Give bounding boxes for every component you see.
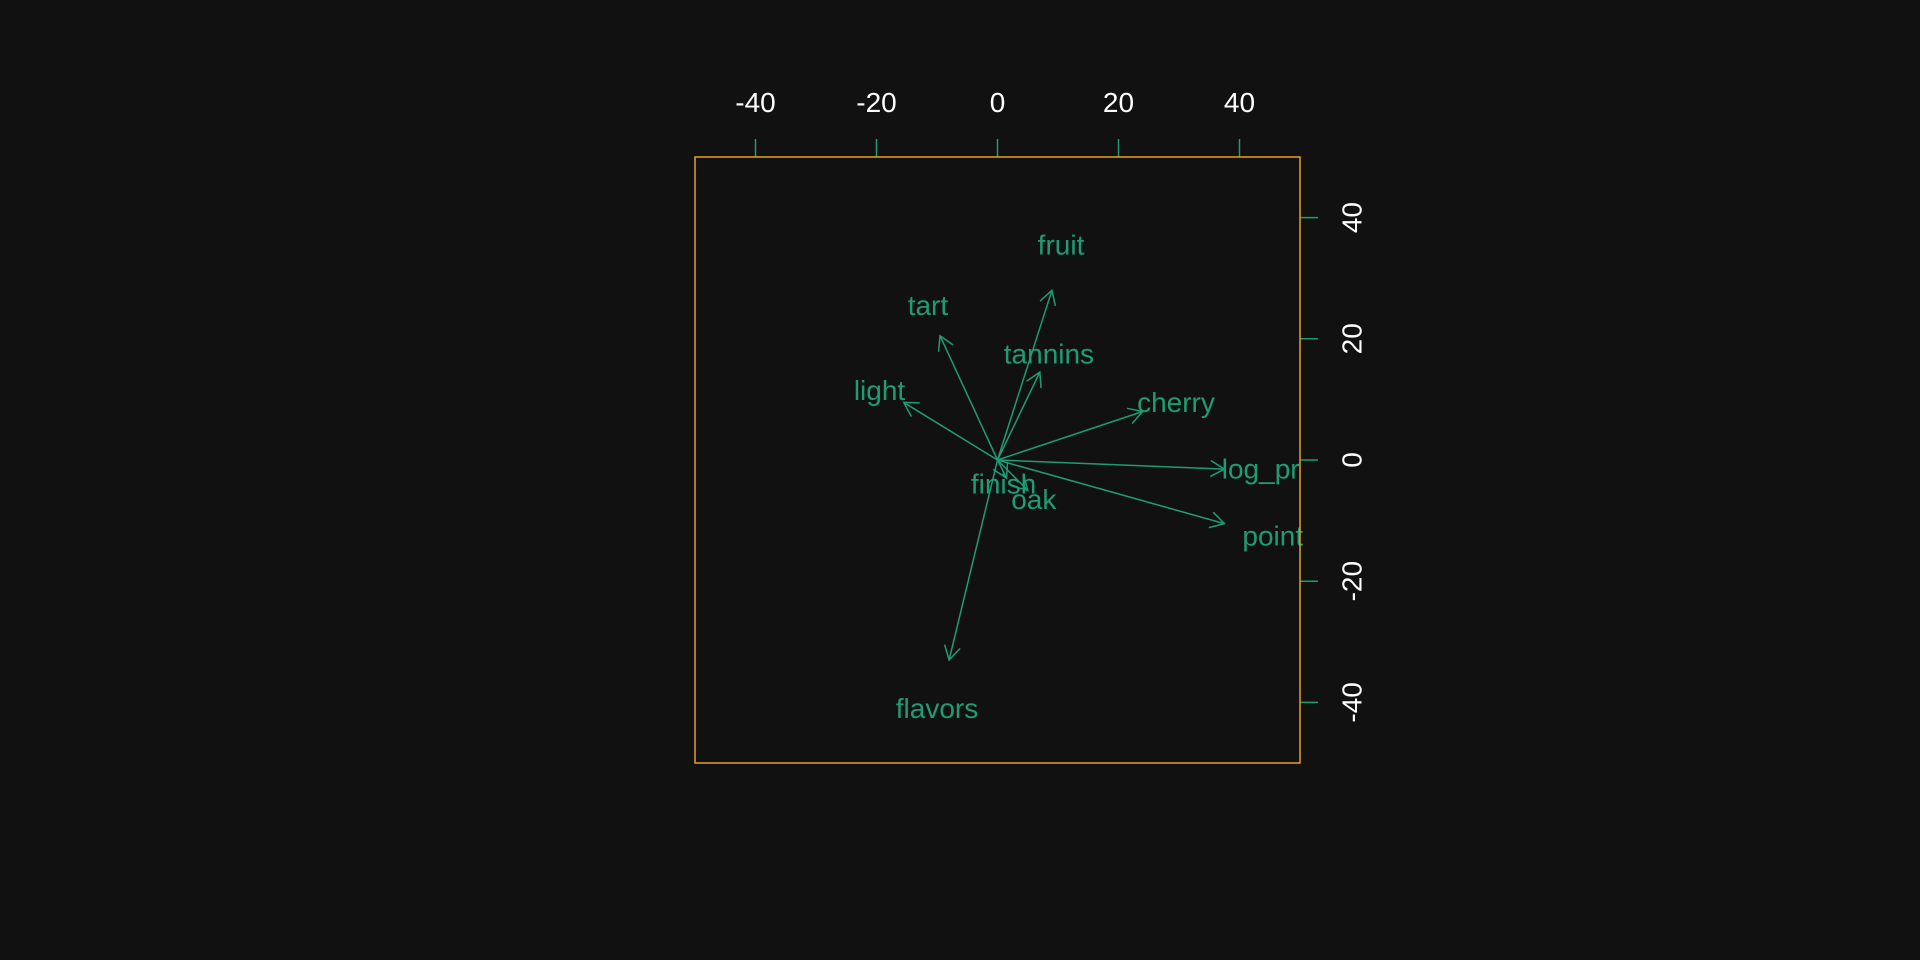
vector-flavors: flavors (896, 459, 999, 724)
x-tick-label: -20 (856, 87, 896, 118)
y-tick-label: -20 (1337, 561, 1368, 601)
vectors-layer: fruit tart tannins light cherry log_pr finisho… (854, 229, 1304, 724)
vector-label: finish (971, 469, 1036, 500)
vector-label: cherry (1137, 387, 1215, 418)
vector-label: flavors (896, 693, 978, 724)
vector-label: oak (1011, 484, 1057, 515)
vector-line (996, 459, 1008, 479)
arrowhead (1012, 474, 1029, 492)
vector-line (996, 371, 1041, 461)
plot-frame (694, 156, 1301, 764)
vector-cherry: cherry (997, 387, 1215, 461)
vector-line (939, 335, 999, 461)
vector-line (948, 459, 999, 661)
vector-label: fruit (1038, 229, 1085, 260)
vector-tannins: tannins (996, 338, 1094, 461)
vector-line (997, 459, 1225, 470)
arrowhead (1209, 459, 1226, 478)
vector-label: light (854, 375, 906, 406)
y-tick-label: 40 (1337, 202, 1368, 233)
arrowhead (1208, 511, 1226, 529)
vector-oak: oak (996, 459, 1057, 515)
vector-point: point (997, 459, 1303, 551)
vector-line (996, 459, 1029, 491)
arrowhead (943, 644, 961, 662)
x-tick-label: 0 (990, 87, 1006, 118)
vector-label: point (1242, 520, 1303, 551)
y-tick-label: -40 (1337, 682, 1368, 722)
vector-line (997, 410, 1143, 461)
vector-label: log_pr (1222, 454, 1300, 485)
vector-label: tannins (1004, 338, 1094, 369)
vector-log_pr: log_pr (997, 454, 1300, 485)
arrowhead (902, 401, 920, 417)
arrowhead (992, 462, 1009, 480)
x-tick-label: -40 (735, 87, 775, 118)
vector-finish: finish (971, 459, 1036, 500)
vector-line (996, 290, 1053, 461)
arrowhead (1126, 407, 1145, 424)
y-tick-label: 20 (1337, 323, 1368, 354)
x-tick-label: 40 (1224, 87, 1255, 118)
y-tick-label: 0 (1337, 452, 1368, 468)
vector-light: light (854, 375, 998, 461)
arrowhead (937, 334, 954, 352)
vector-tart: tart (908, 290, 999, 461)
vector-line (997, 459, 1225, 525)
x-tick-label: 20 (1103, 87, 1134, 118)
vector-label: tart (908, 290, 949, 321)
arrowhead (1026, 370, 1042, 389)
vector-fruit: fruit (996, 229, 1085, 461)
axes-layer: -40 -20 0 20 40 -40 -20 0 20 40 (735, 87, 1367, 723)
vector-line (903, 401, 998, 461)
arrowhead (1039, 288, 1057, 307)
